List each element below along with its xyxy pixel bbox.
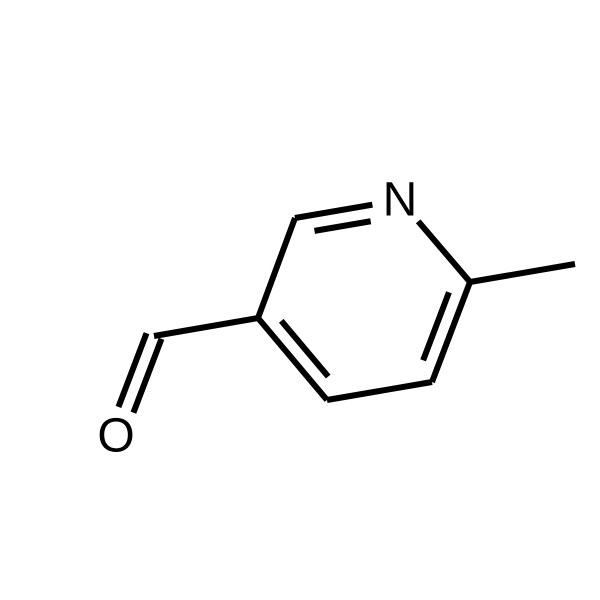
bond-line [470, 264, 575, 282]
bond-line [418, 221, 470, 282]
bond-line [315, 221, 371, 231]
bond-line [327, 382, 432, 400]
molecule-diagram: NO [0, 0, 600, 600]
bond-line [281, 321, 328, 377]
bond-layer [118, 205, 575, 413]
bond-line [154, 318, 258, 336]
bond-line [432, 282, 470, 382]
atom-label-o: O [97, 410, 134, 463]
atom-label-n: N [383, 174, 418, 227]
bond-line [295, 205, 372, 218]
bond-line [258, 218, 295, 318]
